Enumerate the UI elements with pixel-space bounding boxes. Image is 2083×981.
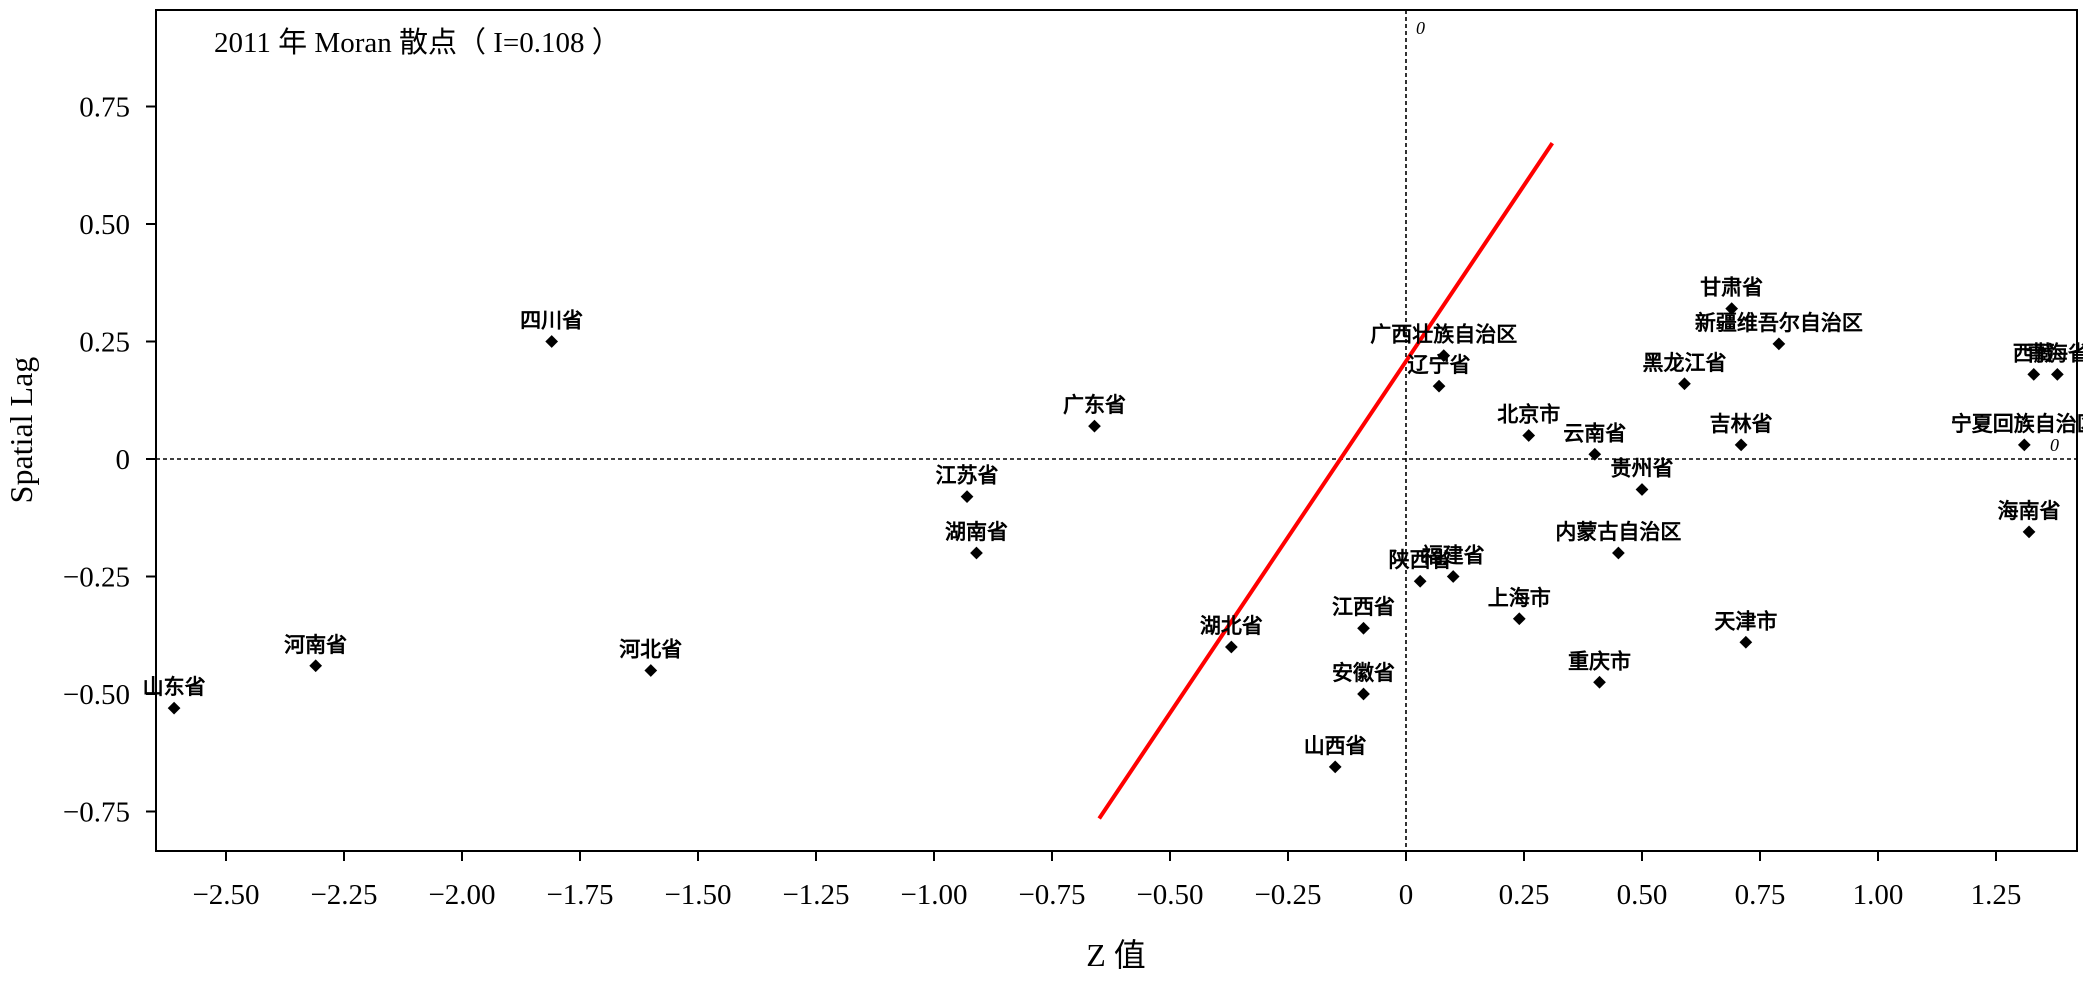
plot-frame	[155, 9, 2078, 852]
point-label: 河北省	[619, 638, 682, 662]
x-tick-label: −0.75	[1018, 879, 1085, 911]
point-label: 海南省	[1998, 499, 2061, 523]
data-point	[1328, 760, 1342, 774]
data-point	[1734, 438, 1748, 452]
chart-marks: −2.50 −2.25 −2.00 −1.75 −1.50 −1.25 −1.00 −0.75…	[63, 10, 2083, 911]
chart-title: 2011 年 Moran 散点（ I=0.108 ）	[214, 26, 621, 59]
x-axis-title: Z 值	[1086, 937, 1146, 973]
data-point	[1357, 687, 1370, 701]
y-tick-label: 0.50	[79, 209, 130, 241]
point-label: 山东省	[143, 675, 206, 699]
data-point	[1088, 419, 1101, 433]
x-tick-label: 1.00	[1853, 879, 1904, 911]
point-label: 北京市	[1497, 403, 1560, 427]
point-label: 上海市	[1488, 586, 1551, 610]
point-label: 黑龙江省	[1642, 351, 1726, 375]
point-label: 新疆维吾尔自治区	[1695, 311, 1863, 335]
point-label: 广西壮族自治区	[1370, 323, 1517, 347]
point-label: 广东省	[1063, 393, 1126, 417]
data-point	[545, 335, 559, 348]
point-label: 辽宁省	[1408, 353, 1471, 377]
y-tick-label: 0	[116, 444, 131, 476]
point-label: 安徽省	[1332, 661, 1395, 685]
data-point	[1678, 377, 1691, 391]
data-point	[1432, 379, 1446, 393]
point-label: 陕西省	[1389, 548, 1452, 572]
x-tick-label: 0.25	[1499, 879, 1550, 911]
point-label: 内蒙古自治区	[1555, 520, 1681, 544]
point-label: 青海省	[2026, 341, 2083, 365]
point-label: 贵州省	[1611, 457, 1674, 481]
data-point	[1739, 635, 1753, 649]
data-point	[167, 701, 181, 715]
point-label: 福建省	[1421, 544, 1485, 568]
y-tick-label: 0.25	[79, 327, 130, 359]
x-tick-label: −2.25	[310, 879, 377, 911]
point-label: 山西省	[1304, 734, 1367, 758]
x-tick-label: −1.00	[900, 879, 967, 911]
data-point	[1612, 546, 1625, 560]
point-label: 河南省	[284, 633, 347, 657]
data-point	[2017, 438, 2031, 452]
regression-line	[1097, 142, 1554, 820]
point-label: 吉林省	[1710, 412, 1773, 436]
y-axis-title: Spatial Lag	[3, 357, 39, 504]
point-label: 宁夏回族自治区	[1951, 412, 2083, 436]
x-tick-label: 1.25	[1971, 879, 2022, 911]
point-label: 重庆市	[1568, 649, 1631, 673]
point-label: 甘肃省	[1700, 276, 1763, 300]
data-point	[1224, 640, 1238, 654]
point-label: 四川省	[520, 309, 583, 333]
zero-mark-right: 0	[2050, 435, 2059, 455]
x-tick-label: −0.25	[1254, 879, 1321, 911]
x-tick-label: −0.50	[1136, 879, 1203, 911]
y-tick-label: −0.50	[63, 679, 130, 711]
x-tick-label: −1.50	[664, 879, 731, 911]
x-tick-label: 0	[1399, 879, 1414, 911]
x-tick-label: −2.00	[428, 879, 495, 911]
x-tick-label: −2.50	[192, 879, 259, 911]
data-point	[1772, 337, 1786, 351]
point-label: 湖北省	[1200, 614, 1263, 638]
y-tick-label: −0.25	[63, 562, 130, 594]
x-tick-label: 0.50	[1617, 879, 1668, 911]
zero-mark-top: 0	[1416, 18, 1425, 38]
data-point	[970, 546, 983, 560]
data-point	[2050, 368, 2064, 381]
data-point	[309, 659, 323, 673]
data-point	[960, 490, 974, 503]
x-tick-label: −1.75	[546, 879, 613, 911]
y-tick-label: 0.75	[79, 92, 130, 124]
data-point	[1635, 483, 1649, 496]
data-point	[1512, 612, 1526, 626]
data-point	[1413, 574, 1427, 588]
point-label: 江苏省	[936, 464, 999, 488]
x-tick-label: 0.75	[1735, 879, 1786, 911]
x-tick-label: −1.25	[782, 879, 849, 911]
data-point	[1357, 621, 1370, 635]
point-label: 江西省	[1332, 595, 1395, 619]
data-point	[1593, 675, 1606, 689]
point-label: 湖南省	[945, 520, 1008, 544]
y-tick-label: −0.75	[63, 797, 130, 829]
data-point	[644, 664, 658, 677]
point-label: 云南省	[1563, 421, 1626, 445]
data-point	[2027, 368, 2041, 381]
point-label: 西藏	[2013, 341, 2055, 365]
point-label: 天津市	[1714, 609, 1777, 633]
data-point	[2022, 525, 2036, 539]
data-point	[1522, 429, 1536, 442]
